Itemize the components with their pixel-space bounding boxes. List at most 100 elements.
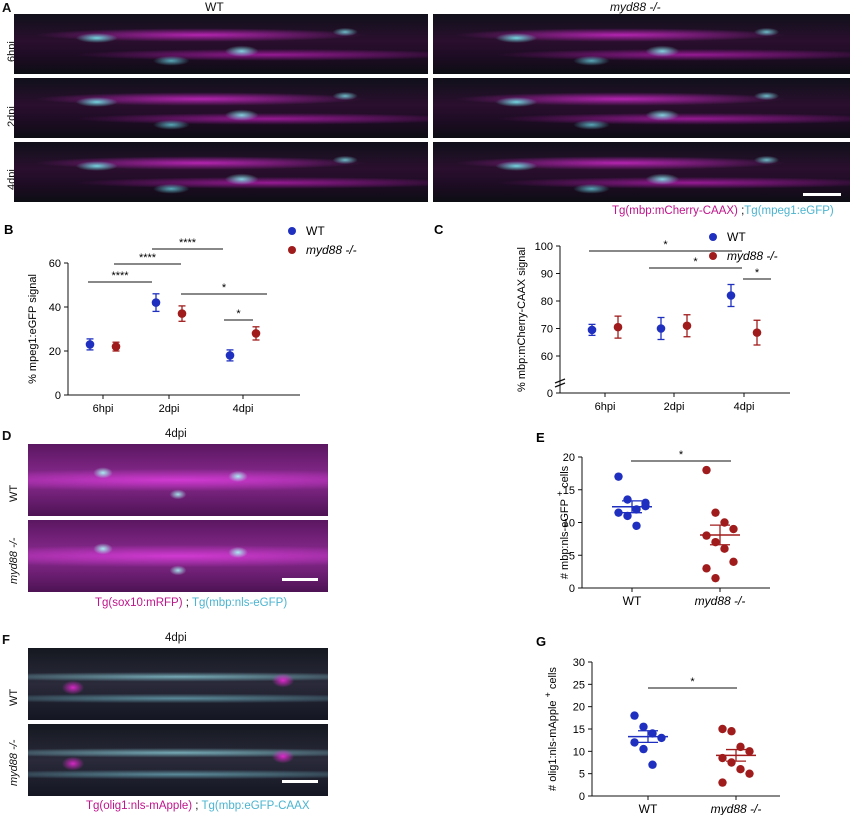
x-tick-label: 6hpi [595,401,616,413]
significance-label: * [679,449,684,461]
caption-a-magenta: Tg(mbp:mCherry-CAAX) [612,205,738,217]
data-point [587,325,597,335]
scale-bar [803,193,841,196]
micrograph-myd88-2dpi [433,78,850,138]
panel-f-title: 4dpi [165,632,187,644]
data-point [702,564,711,573]
data-point [623,495,632,504]
legend-label: myd88 -/- [727,249,778,263]
data-point [745,747,754,756]
y-axis-label: # mbp:nls-eGFP + cells [555,465,571,579]
y-tick-label: 90 [541,269,553,281]
x-tick-label: WT [623,594,642,608]
data-point [657,733,666,743]
caption-f-sep: ; [192,800,202,812]
micrograph-wt-4dpi [14,142,428,202]
data-point [718,724,727,734]
data-point [729,524,738,534]
data-point [111,342,121,351]
data-point [151,298,161,307]
scale-bar-d [282,578,318,581]
caption-f-magenta: Tg(olig1:nls-mApple) [86,800,193,812]
data-point [682,321,692,331]
y-tick-label: 5 [569,550,575,562]
y-tick-label: 30 [573,657,585,669]
significance-label: **** [111,270,129,282]
data-point [729,557,738,566]
panel-label-d: D [2,428,12,443]
caption-f: Tg(olig1:nls-mApple) ; Tg(mbp:eGFP-CAAX [86,800,310,812]
caption-a-sep: ; [737,205,745,217]
y-tick-label: 10 [573,746,585,758]
micrograph-wt-2dpi [14,78,428,138]
data-point [656,324,666,333]
data-point [614,508,623,517]
significance-label: * [693,256,698,268]
legend-label: myd88 -/- [306,243,357,257]
y-tick-label: 0 [55,390,61,402]
data-point [745,769,754,778]
caption-a: Tg(mbp:mCherry-CAAX) ;Tg(mpeg1:eGFP) [612,205,834,217]
legend-label: WT [727,230,746,244]
x-tick-label: myd88 -/- [695,594,746,608]
data-point [727,758,736,767]
data-point [648,760,657,769]
y-tick-label: 10 [563,518,575,530]
chart-g: G 0 5 10 15 20 25 30 # olig1:nls-mApple + cells W… [536,634,780,815]
x-tick-label: 4dpi [734,401,755,413]
chart-e: E 0 5 10 15 20# mbp:nls-eGFP + cells WT myd88 -… [536,430,770,608]
panel-d-row-wt: WT [8,484,20,502]
caption-d: Tg(sox10:mRFP) ; Tg(mbp:nls-eGFP) [95,597,287,609]
data-point [225,351,235,360]
significance-label: * [755,267,760,279]
data-point [632,521,641,530]
data-point [711,508,720,517]
y-tick-label: 80 [541,296,553,308]
y-tick-label: 20 [49,346,61,358]
panel-label-g: G [536,634,546,649]
panel-label-b: B [4,222,13,237]
x-tick-label: 2dpi [664,401,685,413]
y-tick-label: 25 [573,679,585,691]
panel-d-row-myd88: myd88 -/- [8,537,20,584]
legend-marker [288,246,296,254]
micrograph-myd88-6hpi [433,14,850,74]
axis-break-mark [554,378,566,384]
data-point [641,498,650,508]
micrograph-d-myd88 [28,520,328,592]
panel-label-a: A [2,0,12,15]
legend-label: WT [306,224,325,238]
significance-label: **** [179,237,197,249]
x-tick-label: 6hpi [93,403,114,415]
y-tick-label: 0 [569,583,575,595]
legend-marker [709,233,717,241]
y-tick-label: 40 [49,302,61,314]
micrograph-wt-6hpi [14,14,428,74]
data-point [702,465,711,475]
caption-a-cyan: Tg(mpeg1:eGFP) [744,205,834,217]
micrograph-myd88-4dpi [433,142,850,202]
axis-break-mark [554,382,566,388]
data-point [639,744,648,754]
legend-marker [288,227,296,235]
caption-f-cyan: Tg(mbp:eGFP-CAAX [201,800,310,812]
y-tick-label: 15 [573,724,585,736]
data-point [727,727,736,736]
micrograph-f-wt [28,648,328,720]
y-tick-label: 5 [579,769,585,781]
caption-d-sep: ; [182,597,192,609]
micrograph-f-myd88 [28,724,328,796]
x-tick-label: WT [639,802,658,815]
panel-label-e: E [536,430,545,445]
y-tick-label-zero: 0 [547,388,553,400]
data-point [630,738,639,747]
caption-d-magenta: Tg(sox10:mRFP) [95,597,183,609]
column-title-wt: WT [205,0,224,14]
y-tick-label: 0 [579,791,585,803]
data-point [85,340,95,349]
significance-label: **** [139,252,157,264]
significance-label: * [236,308,241,320]
data-point [623,511,632,521]
data-point [752,328,762,337]
x-tick-label: 4dpi [233,403,254,415]
